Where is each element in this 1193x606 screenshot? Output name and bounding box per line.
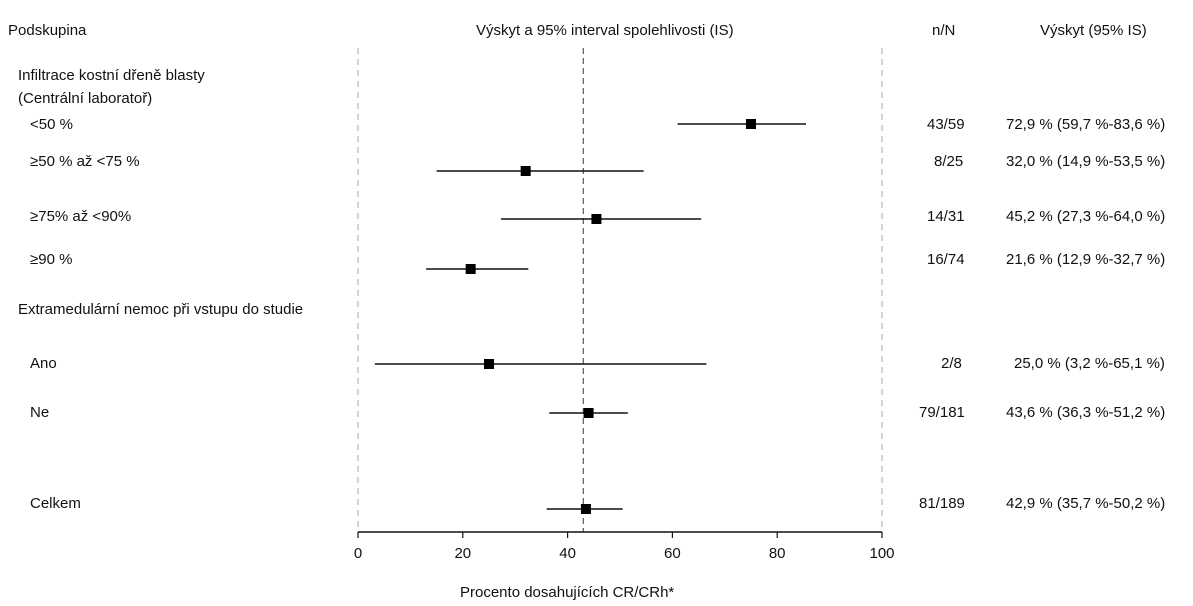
- row-label: ≥50 % až <75 %: [30, 153, 140, 170]
- row-label: ≥75% až <90%: [30, 208, 132, 225]
- row-label: Celkem: [30, 495, 81, 512]
- group-sublabel: (Centrální laboratoř): [18, 90, 153, 107]
- x-tick-label: 100: [869, 545, 894, 562]
- estimate-marker: [465, 264, 476, 274]
- estimate-marker: [520, 166, 531, 176]
- row-incidence: 21,6 % (12,9 %-32,7 %): [1006, 251, 1166, 268]
- estimate-marker: [484, 359, 494, 369]
- x-tick-label: 40: [559, 545, 576, 562]
- x-tick-label: 60: [664, 545, 681, 562]
- row-n-n: 81/189: [919, 495, 965, 512]
- row-incidence: 42,9 % (35,7 %-50,2 %): [1006, 495, 1166, 512]
- row-label: ≥90 %: [30, 251, 73, 268]
- header-incidence: Výskyt (95% IS): [1040, 22, 1147, 39]
- row-label: Ano: [30, 355, 57, 372]
- estimate-marker: [746, 119, 756, 129]
- row-incidence: 25,0 % (3,2 %-65,1 %): [1014, 355, 1165, 372]
- x-axis-title-text: Procento dosahujících CR/CRh*: [460, 584, 675, 601]
- row-label: Ne: [30, 404, 50, 421]
- group-label: Infiltrace kostní dřeně blasty: [18, 67, 205, 84]
- estimate-marker: [583, 408, 594, 418]
- x-tick-label: 20: [454, 545, 471, 562]
- header-n-n: n/N: [932, 22, 956, 39]
- row-incidence: 32,0 % (14,9 %-53,5 %): [1006, 153, 1166, 170]
- row-n-n: 2/8: [941, 355, 962, 372]
- row-incidence: 72,9 % (59,7 %-83,6 %): [1006, 116, 1166, 133]
- estimate-marker: [580, 504, 591, 514]
- group-label: Extramedulární nemoc při vstupu do studi…: [18, 301, 304, 318]
- x-tick-label: 80: [769, 545, 786, 562]
- header-subgroup: Podskupina: [8, 22, 87, 39]
- x-tick-label: 0: [354, 545, 362, 562]
- row-incidence: 43,6 % (36,3 %-51,2 %): [1006, 404, 1166, 421]
- row-n-n: 16/74: [927, 251, 965, 268]
- row-n-n: 79/181: [919, 404, 965, 421]
- header-ci: Výskyt a 95% interval spolehlivosti (IS): [476, 22, 734, 39]
- row-incidence: 45,2 % (27,3 %-64,0 %): [1006, 208, 1166, 225]
- row-n-n: 43/59: [927, 116, 965, 133]
- row-n-n: 8/25: [934, 153, 964, 170]
- row-label: <50 %: [30, 116, 73, 133]
- row-n-n: 14/31: [927, 208, 965, 225]
- estimate-marker: [591, 214, 602, 224]
